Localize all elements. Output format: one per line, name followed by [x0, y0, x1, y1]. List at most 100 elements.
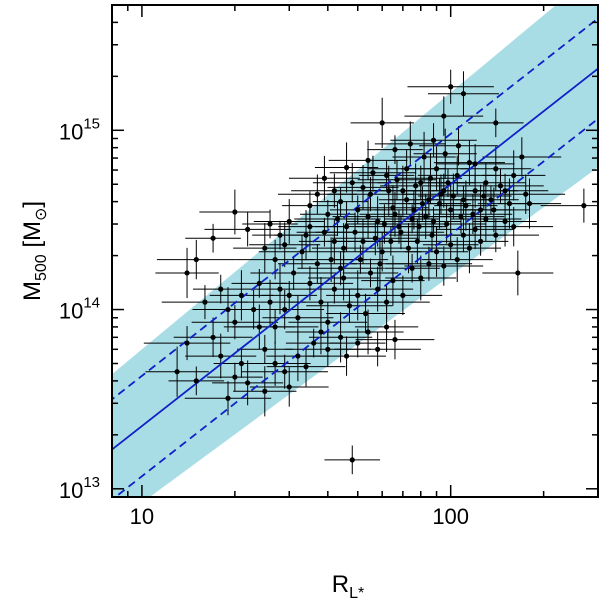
data-point [404, 197, 410, 203]
y-tick-label-base: 10 [59, 299, 83, 324]
data-point [303, 232, 309, 238]
data-point [436, 200, 443, 207]
data-point [307, 280, 313, 286]
data-point [458, 214, 464, 220]
data-point [502, 218, 508, 225]
x-axis-title: RL* [332, 571, 364, 602]
data-point [433, 166, 440, 172]
data-point [337, 334, 344, 340]
data-point [497, 183, 504, 189]
data-point [303, 364, 309, 370]
data-point [411, 207, 417, 213]
data-point [448, 207, 454, 213]
data-point [581, 203, 587, 209]
data-point [331, 286, 337, 292]
best-fit-line [112, 67, 598, 451]
data-point [375, 218, 381, 225]
data-point [493, 232, 499, 238]
data-point [404, 166, 410, 172]
data-point [307, 203, 313, 209]
data-points [174, 84, 587, 463]
y-tick-label-exp: 14 [83, 295, 100, 312]
data-point [418, 275, 424, 281]
y-tick-label-exp: 13 [83, 474, 100, 491]
data-point [421, 154, 427, 160]
data-point [377, 261, 383, 267]
data-point [442, 151, 448, 157]
data-point [379, 249, 385, 255]
data-point [184, 340, 190, 346]
data-point [225, 395, 231, 401]
data-point [460, 197, 467, 203]
data-point [267, 221, 273, 227]
data-point [460, 91, 467, 97]
data-point [429, 232, 435, 238]
x-tick-label: 10 [130, 504, 154, 529]
data-point [454, 172, 460, 179]
data-point [341, 245, 347, 251]
data-point [295, 315, 301, 321]
data-point [262, 388, 268, 394]
data-point [414, 238, 420, 244]
data-point [337, 265, 344, 271]
data-point [232, 319, 238, 325]
data-point [362, 310, 369, 317]
data-point [523, 191, 529, 197]
data-point [357, 256, 363, 263]
data-point [349, 180, 355, 186]
data-point [383, 172, 390, 179]
data-point [311, 340, 317, 346]
data-point [372, 235, 378, 241]
data-point [390, 278, 396, 284]
data-point [286, 384, 292, 390]
data-point [392, 336, 398, 343]
plot-frame [111, 4, 599, 498]
data-point [343, 164, 350, 171]
upper-scatter-line [112, 17, 598, 401]
data-point [295, 353, 301, 359]
data-point [218, 286, 224, 292]
data-point [299, 249, 305, 255]
data-point [491, 207, 497, 213]
data-point [450, 193, 456, 199]
data-point [325, 211, 331, 217]
data-point [493, 166, 499, 172]
data-point [349, 457, 355, 463]
data-point [392, 147, 398, 153]
data-point [232, 209, 238, 215]
scatter-band-area [112, 5, 598, 497]
data-point [262, 245, 268, 251]
data-point [343, 353, 350, 359]
data-point [472, 161, 478, 167]
data-point [441, 188, 447, 194]
data-point [370, 170, 376, 176]
data-point [398, 229, 404, 235]
data-point [314, 261, 320, 267]
data-point [272, 360, 278, 367]
data-point [383, 324, 390, 330]
data-point [365, 214, 371, 220]
data-point [331, 238, 337, 244]
data-point [210, 334, 216, 340]
data-point [174, 369, 180, 375]
data-point [282, 242, 288, 248]
data-point [463, 203, 469, 209]
data-point [392, 211, 398, 217]
data-point [360, 184, 366, 191]
data-point [238, 292, 245, 298]
data-point [388, 238, 394, 244]
data-point [430, 137, 437, 143]
data-point [277, 232, 283, 238]
data-point [355, 292, 361, 298]
data-point [218, 353, 224, 359]
data-point [441, 263, 447, 269]
sun-symbol-icon: ⊙ [33, 208, 50, 221]
data-point [470, 211, 476, 217]
data-point [367, 270, 374, 276]
data-point [184, 270, 190, 276]
data-point [419, 200, 426, 207]
data-point [321, 175, 328, 181]
data-point [405, 245, 412, 251]
data-point [251, 306, 257, 313]
data-point [493, 120, 499, 126]
